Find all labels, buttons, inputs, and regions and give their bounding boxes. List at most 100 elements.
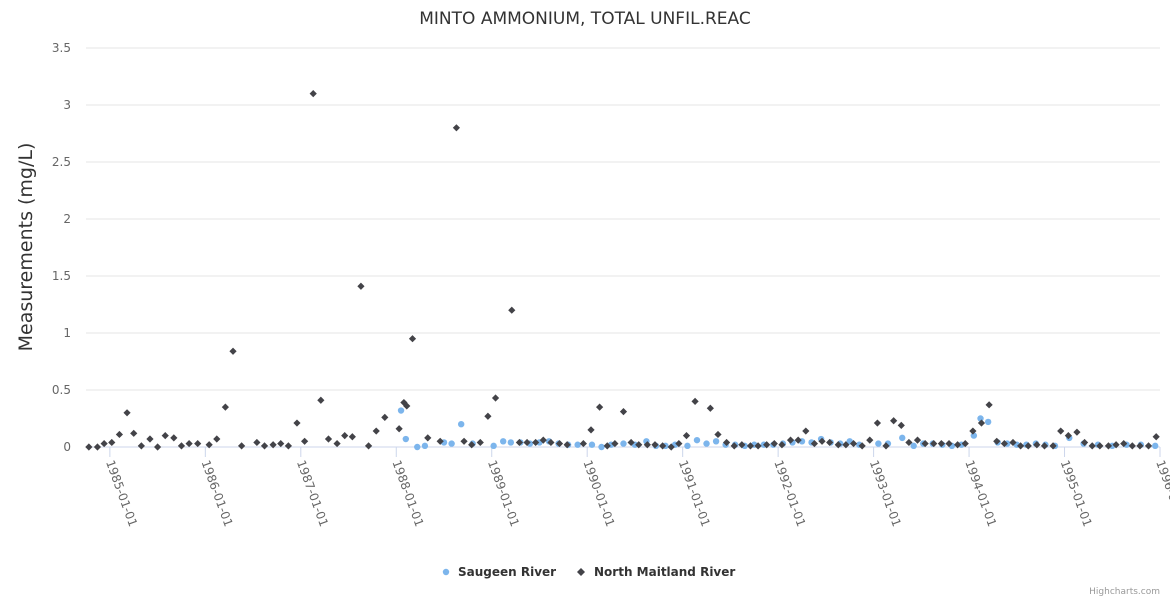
data-point[interactable] [547, 438, 555, 447]
data-point[interactable] [714, 430, 722, 439]
data-point[interactable] [1064, 432, 1072, 440]
data-point[interactable] [491, 394, 500, 402]
data-point[interactable] [873, 419, 882, 427]
data-point[interactable] [794, 436, 802, 444]
data-point[interactable] [722, 438, 731, 447]
legend-item-saugeen[interactable]: Saugeen River [442, 565, 556, 579]
data-point[interactable] [913, 436, 922, 444]
data-point[interactable] [452, 124, 461, 132]
data-point[interactable] [348, 433, 356, 441]
data-point[interactable] [651, 441, 659, 449]
data-point[interactable] [170, 434, 178, 442]
data-point[interactable] [324, 435, 333, 443]
data-point[interactable] [826, 438, 834, 447]
data-point[interactable] [402, 435, 410, 443]
data-point[interactable] [177, 442, 186, 450]
data-point[interactable] [603, 442, 611, 450]
data-point[interactable] [146, 435, 154, 443]
data-point[interactable] [684, 442, 691, 450]
data-point[interactable] [130, 429, 138, 437]
data-point[interactable] [260, 442, 269, 450]
data-point[interactable] [961, 439, 969, 448]
data-point[interactable] [937, 439, 945, 448]
data-point[interactable] [403, 402, 411, 410]
data-point[interactable] [635, 441, 643, 449]
data-point[interactable] [221, 403, 229, 411]
data-point[interactable] [333, 439, 341, 448]
data-point[interactable] [899, 434, 906, 442]
data-point[interactable] [421, 442, 429, 450]
data-point[interactable] [424, 434, 432, 442]
data-point[interactable] [253, 438, 261, 447]
data-point[interactable] [468, 441, 476, 449]
data-point[interactable] [993, 437, 1001, 445]
data-point[interactable] [667, 443, 675, 451]
data-point[interactable] [802, 427, 810, 435]
data-point[interactable] [627, 438, 635, 447]
data-point[interactable] [1128, 442, 1136, 450]
data-point[interactable] [754, 442, 762, 450]
data-point[interactable] [460, 437, 468, 445]
data-point[interactable] [499, 438, 507, 445]
data-point[interactable] [539, 436, 547, 444]
data-point[interactable] [293, 419, 301, 427]
data-point[interactable] [866, 436, 874, 444]
data-point[interactable] [619, 408, 628, 416]
data-point[interactable] [596, 403, 604, 411]
data-point[interactable] [1073, 428, 1081, 436]
data-point[interactable] [85, 443, 93, 451]
data-point[interactable] [436, 437, 444, 445]
data-point[interactable] [229, 347, 237, 355]
data-point[interactable] [587, 426, 595, 434]
data-point[interactable] [970, 432, 978, 439]
data-point[interactable] [1136, 442, 1144, 450]
data-point[interactable] [1152, 433, 1160, 441]
data-point[interactable] [620, 440, 627, 447]
data-point[interactable] [93, 443, 102, 451]
data-point[interactable] [381, 413, 389, 421]
data-point[interactable] [746, 442, 755, 450]
data-point[interactable] [372, 427, 380, 435]
data-point[interactable] [457, 421, 465, 428]
data-point[interactable] [515, 438, 524, 447]
data-point[interactable] [703, 440, 710, 447]
data-point[interactable] [818, 437, 826, 445]
data-point[interactable] [301, 437, 309, 445]
data-point[interactable] [123, 409, 131, 417]
data-point[interactable] [1080, 438, 1089, 447]
data-point[interactable] [834, 441, 842, 449]
data-point[interactable] [778, 441, 786, 449]
data-point[interactable] [357, 282, 365, 290]
data-point[interactable] [875, 440, 882, 447]
data-point[interactable] [1112, 441, 1120, 449]
data-point[interactable] [1120, 439, 1128, 448]
data-point[interactable] [508, 306, 516, 314]
data-point[interactable] [364, 442, 373, 450]
legend-item-north-maitland[interactable]: North Maitland River [577, 565, 735, 579]
data-point[interactable] [414, 443, 421, 451]
data-point[interactable] [1152, 442, 1159, 450]
data-point[interactable] [712, 438, 720, 445]
data-point[interactable] [408, 335, 417, 343]
data-point[interactable] [1144, 442, 1153, 450]
data-point[interactable] [588, 441, 596, 448]
data-point[interactable] [1033, 441, 1041, 449]
data-point[interactable] [598, 443, 605, 451]
data-point[interactable] [238, 442, 246, 450]
data-point[interactable] [945, 439, 953, 448]
data-point[interactable] [448, 440, 455, 447]
data-point[interactable] [858, 442, 866, 450]
data-point[interactable] [555, 439, 564, 448]
data-point[interactable] [890, 417, 898, 425]
data-point[interactable] [1104, 442, 1113, 450]
data-point[interactable] [1000, 439, 1008, 448]
data-point[interactable] [770, 439, 778, 448]
data-point[interactable] [882, 442, 890, 450]
data-point[interactable] [730, 442, 738, 450]
data-point[interactable] [269, 441, 277, 449]
data-point[interactable] [1040, 442, 1049, 450]
data-point[interactable] [490, 442, 497, 450]
data-point[interactable] [277, 439, 285, 448]
data-point[interactable] [930, 439, 938, 448]
data-point[interactable] [309, 90, 317, 98]
